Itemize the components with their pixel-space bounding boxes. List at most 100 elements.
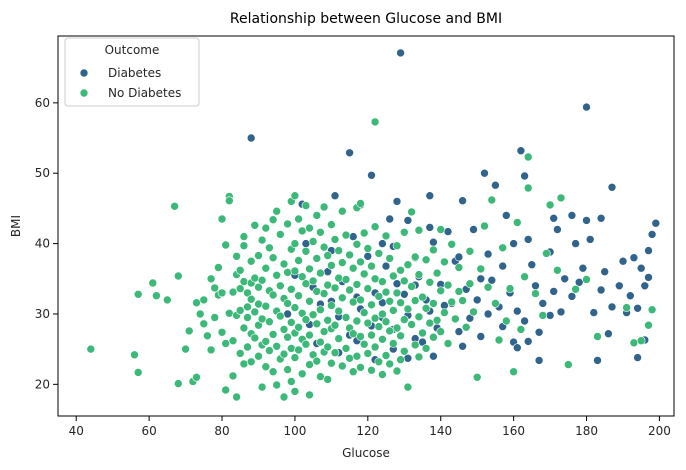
point-diabetes (367, 171, 376, 180)
point-diabetes (512, 343, 522, 353)
point-no-diabetes (461, 322, 471, 332)
point-no-diabetes (283, 365, 292, 374)
point-no-diabetes (556, 193, 566, 203)
point-no-diabetes (410, 340, 420, 350)
point-no-diabetes (509, 367, 518, 377)
point-no-diabetes (421, 303, 431, 313)
point-no-diabetes (261, 263, 271, 273)
point-no-diabetes (239, 323, 249, 333)
point-no-diabetes (399, 346, 409, 356)
point-no-diabetes (312, 319, 322, 329)
point-no-diabetes (192, 298, 201, 308)
point-no-diabetes (418, 328, 427, 338)
point-no-diabetes (297, 226, 307, 236)
point-no-diabetes (447, 240, 457, 249)
point-no-diabetes (348, 367, 358, 377)
point-no-diabetes (392, 366, 402, 376)
point-no-diabetes (374, 249, 384, 258)
point-no-diabetes (414, 225, 424, 235)
point-no-diabetes (363, 318, 373, 328)
point-no-diabetes (235, 284, 245, 293)
point-diabetes (560, 274, 570, 284)
point-no-diabetes (323, 280, 333, 290)
point-no-diabetes (443, 339, 453, 348)
point-diabetes (633, 353, 642, 362)
point-no-diabetes (225, 308, 234, 318)
point-no-diabetes (133, 289, 143, 299)
point-no-diabetes (494, 335, 504, 345)
point-no-diabetes (312, 254, 322, 263)
legend-title: Outcome (105, 43, 160, 57)
point-diabetes (523, 235, 533, 244)
point-no-diabetes (254, 299, 263, 309)
point-no-diabetes (356, 332, 365, 341)
point-no-diabetes (243, 342, 252, 352)
point-no-diabetes (327, 261, 336, 270)
point-no-diabetes (265, 317, 274, 327)
point-no-diabetes (505, 284, 515, 293)
point-no-diabetes (327, 358, 336, 368)
point-no-diabetes (414, 270, 424, 279)
point-no-diabetes (279, 392, 289, 402)
point-no-diabetes (275, 230, 285, 239)
point-no-diabetes (261, 223, 271, 233)
point-no-diabetes (228, 371, 238, 381)
point-no-diabetes (472, 372, 482, 382)
point-no-diabetes (341, 275, 351, 284)
point-no-diabetes (243, 313, 252, 322)
point-no-diabetes (286, 318, 296, 327)
point-no-diabetes (243, 288, 252, 298)
point-no-diabetes (199, 319, 209, 329)
point-no-diabetes (363, 244, 373, 253)
point-no-diabetes (385, 359, 395, 369)
point-no-diabetes (359, 269, 369, 279)
point-diabetes (523, 337, 533, 346)
point-no-diabetes (553, 265, 562, 275)
x-tick-label: 200 (648, 424, 671, 438)
point-no-diabetes (440, 257, 449, 267)
point-no-diabetes (316, 305, 325, 315)
point-no-diabetes (392, 288, 402, 298)
point-no-diabetes (345, 353, 354, 363)
point-no-diabetes (217, 327, 227, 337)
point-diabetes (614, 281, 624, 291)
point-no-diabetes (520, 272, 529, 282)
point-no-diabetes (334, 334, 344, 343)
point-diabetes (567, 211, 577, 220)
point-no-diabetes (327, 220, 336, 229)
point-diabetes (644, 246, 653, 255)
point-no-diabetes (217, 214, 227, 224)
point-no-diabetes (232, 392, 241, 402)
point-diabetes (487, 275, 497, 285)
x-tick-label: 100 (283, 424, 306, 438)
point-no-diabetes (308, 276, 318, 286)
point-no-diabetes (410, 252, 420, 262)
point-diabetes (556, 307, 566, 317)
point-no-diabetes (421, 344, 431, 353)
point-no-diabetes (454, 287, 464, 296)
point-no-diabetes (210, 283, 219, 293)
point-no-diabetes (563, 360, 573, 369)
point-no-diabetes (257, 382, 267, 392)
point-diabetes (574, 277, 584, 287)
point-no-diabetes (261, 301, 271, 311)
point-no-diabetes (250, 273, 260, 283)
point-no-diabetes (381, 351, 391, 360)
point-diabetes (640, 281, 650, 291)
point-diabetes (440, 301, 449, 310)
point-no-diabetes (454, 263, 464, 272)
point-no-diabetes (352, 280, 362, 289)
point-no-diabetes (217, 288, 227, 298)
point-no-diabetes (636, 336, 646, 346)
point-no-diabetes (305, 360, 314, 369)
point-diabetes (469, 225, 478, 234)
point-diabetes (330, 191, 340, 200)
point-no-diabetes (301, 201, 311, 210)
point-no-diabetes (239, 241, 249, 250)
point-diabetes (625, 291, 635, 301)
point-no-diabetes (181, 344, 190, 354)
point-diabetes (578, 263, 588, 273)
point-no-diabetes (388, 271, 398, 281)
point-no-diabetes (374, 322, 384, 331)
